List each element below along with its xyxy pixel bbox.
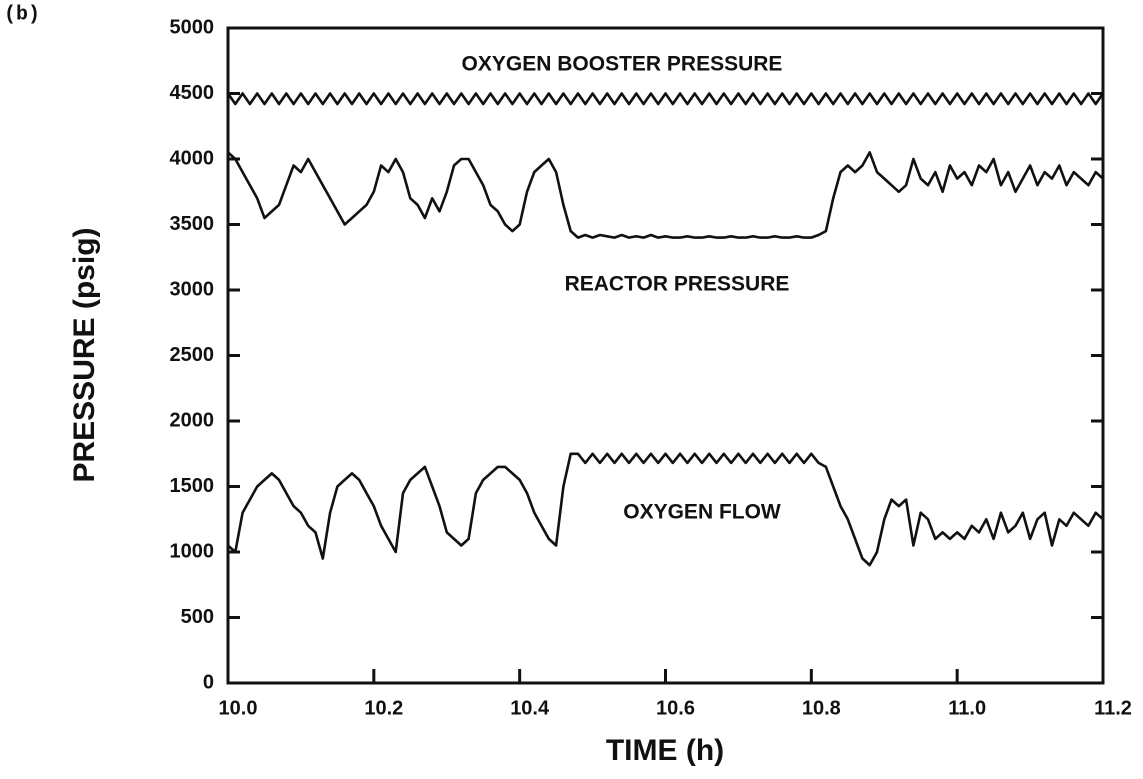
series-label: REACTOR PRESSURE <box>565 273 790 296</box>
x-tick-label: 10.2 <box>364 697 403 719</box>
plot-frame <box>226 26 1105 685</box>
y-tick-label: 2000 <box>170 409 215 431</box>
x-tick-label: 10.4 <box>510 697 550 719</box>
series-label: OXYGEN FLOW <box>623 501 781 524</box>
y-tick-label: 2500 <box>170 344 215 366</box>
y-tick-label: 500 <box>181 606 214 628</box>
y-tick-label: 0 <box>203 671 214 693</box>
y-tick-label: 4500 <box>170 82 215 104</box>
y-tick-label: 1500 <box>170 475 215 497</box>
x-tick-label: 11.0 <box>948 697 986 719</box>
x-tick-label: 10.8 <box>802 697 841 719</box>
y-tick-label: 4000 <box>170 147 215 169</box>
y-tick-label: 3000 <box>170 278 215 300</box>
x-tick-label: 11.2 <box>1094 697 1132 719</box>
series-line <box>227 452 1104 567</box>
x-tick-label: 10.6 <box>656 697 695 719</box>
x-tick-label: 10.0 <box>219 697 258 719</box>
y-tick-label: 3500 <box>170 213 215 235</box>
panel-label: (b) <box>4 3 40 26</box>
y-axis-label: PRESSURE (psig) <box>68 227 101 482</box>
y-tick-label: 5000 <box>170 16 215 38</box>
series-line <box>226 92 1105 106</box>
y-tick-label: 1000 <box>170 540 215 562</box>
x-axis-label: TIME (h) <box>606 734 724 767</box>
series-label: OXYGEN BOOSTER PRESSURE <box>462 53 783 76</box>
series-line <box>227 151 1104 239</box>
